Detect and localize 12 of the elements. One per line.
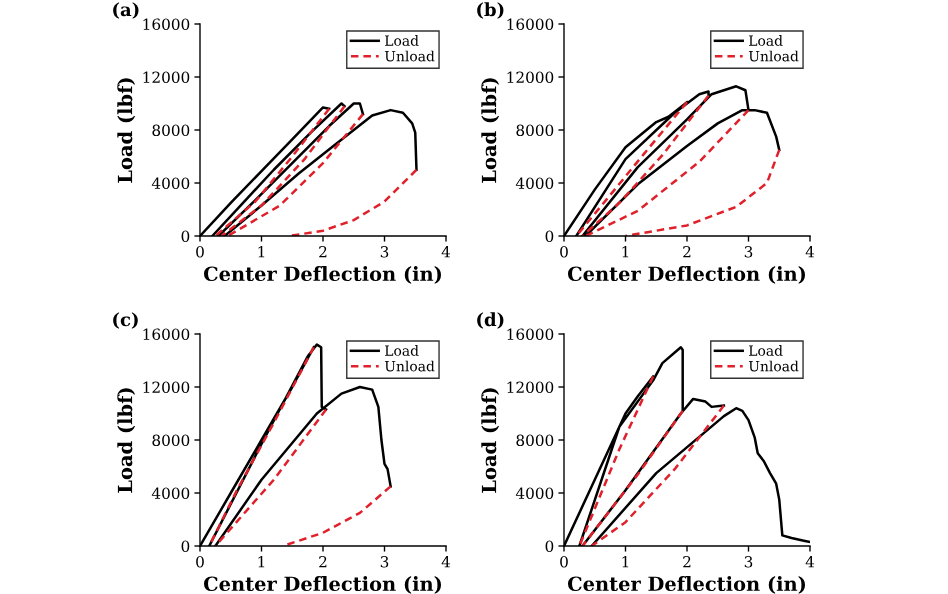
- y-axis-title: Load (lbf): [117, 388, 136, 493]
- x-axis-title: Center Deflection (in): [567, 266, 806, 284]
- chart-title: (c): [113, 312, 138, 329]
- chart-title: (b): [477, 2, 504, 19]
- chart-title: (a): [113, 2, 139, 19]
- y-axis-title: Load (lbf): [117, 78, 136, 183]
- x-axis-title: Center Deflection (in): [203, 576, 442, 594]
- y-axis-title: Load (lbf): [481, 388, 500, 493]
- x-axis-title: Center Deflection (in): [567, 576, 806, 594]
- x-axis-title: Center Deflection (in): [203, 266, 442, 284]
- y-axis-title: Load (lbf): [481, 78, 500, 183]
- chart-title: (d): [477, 312, 504, 329]
